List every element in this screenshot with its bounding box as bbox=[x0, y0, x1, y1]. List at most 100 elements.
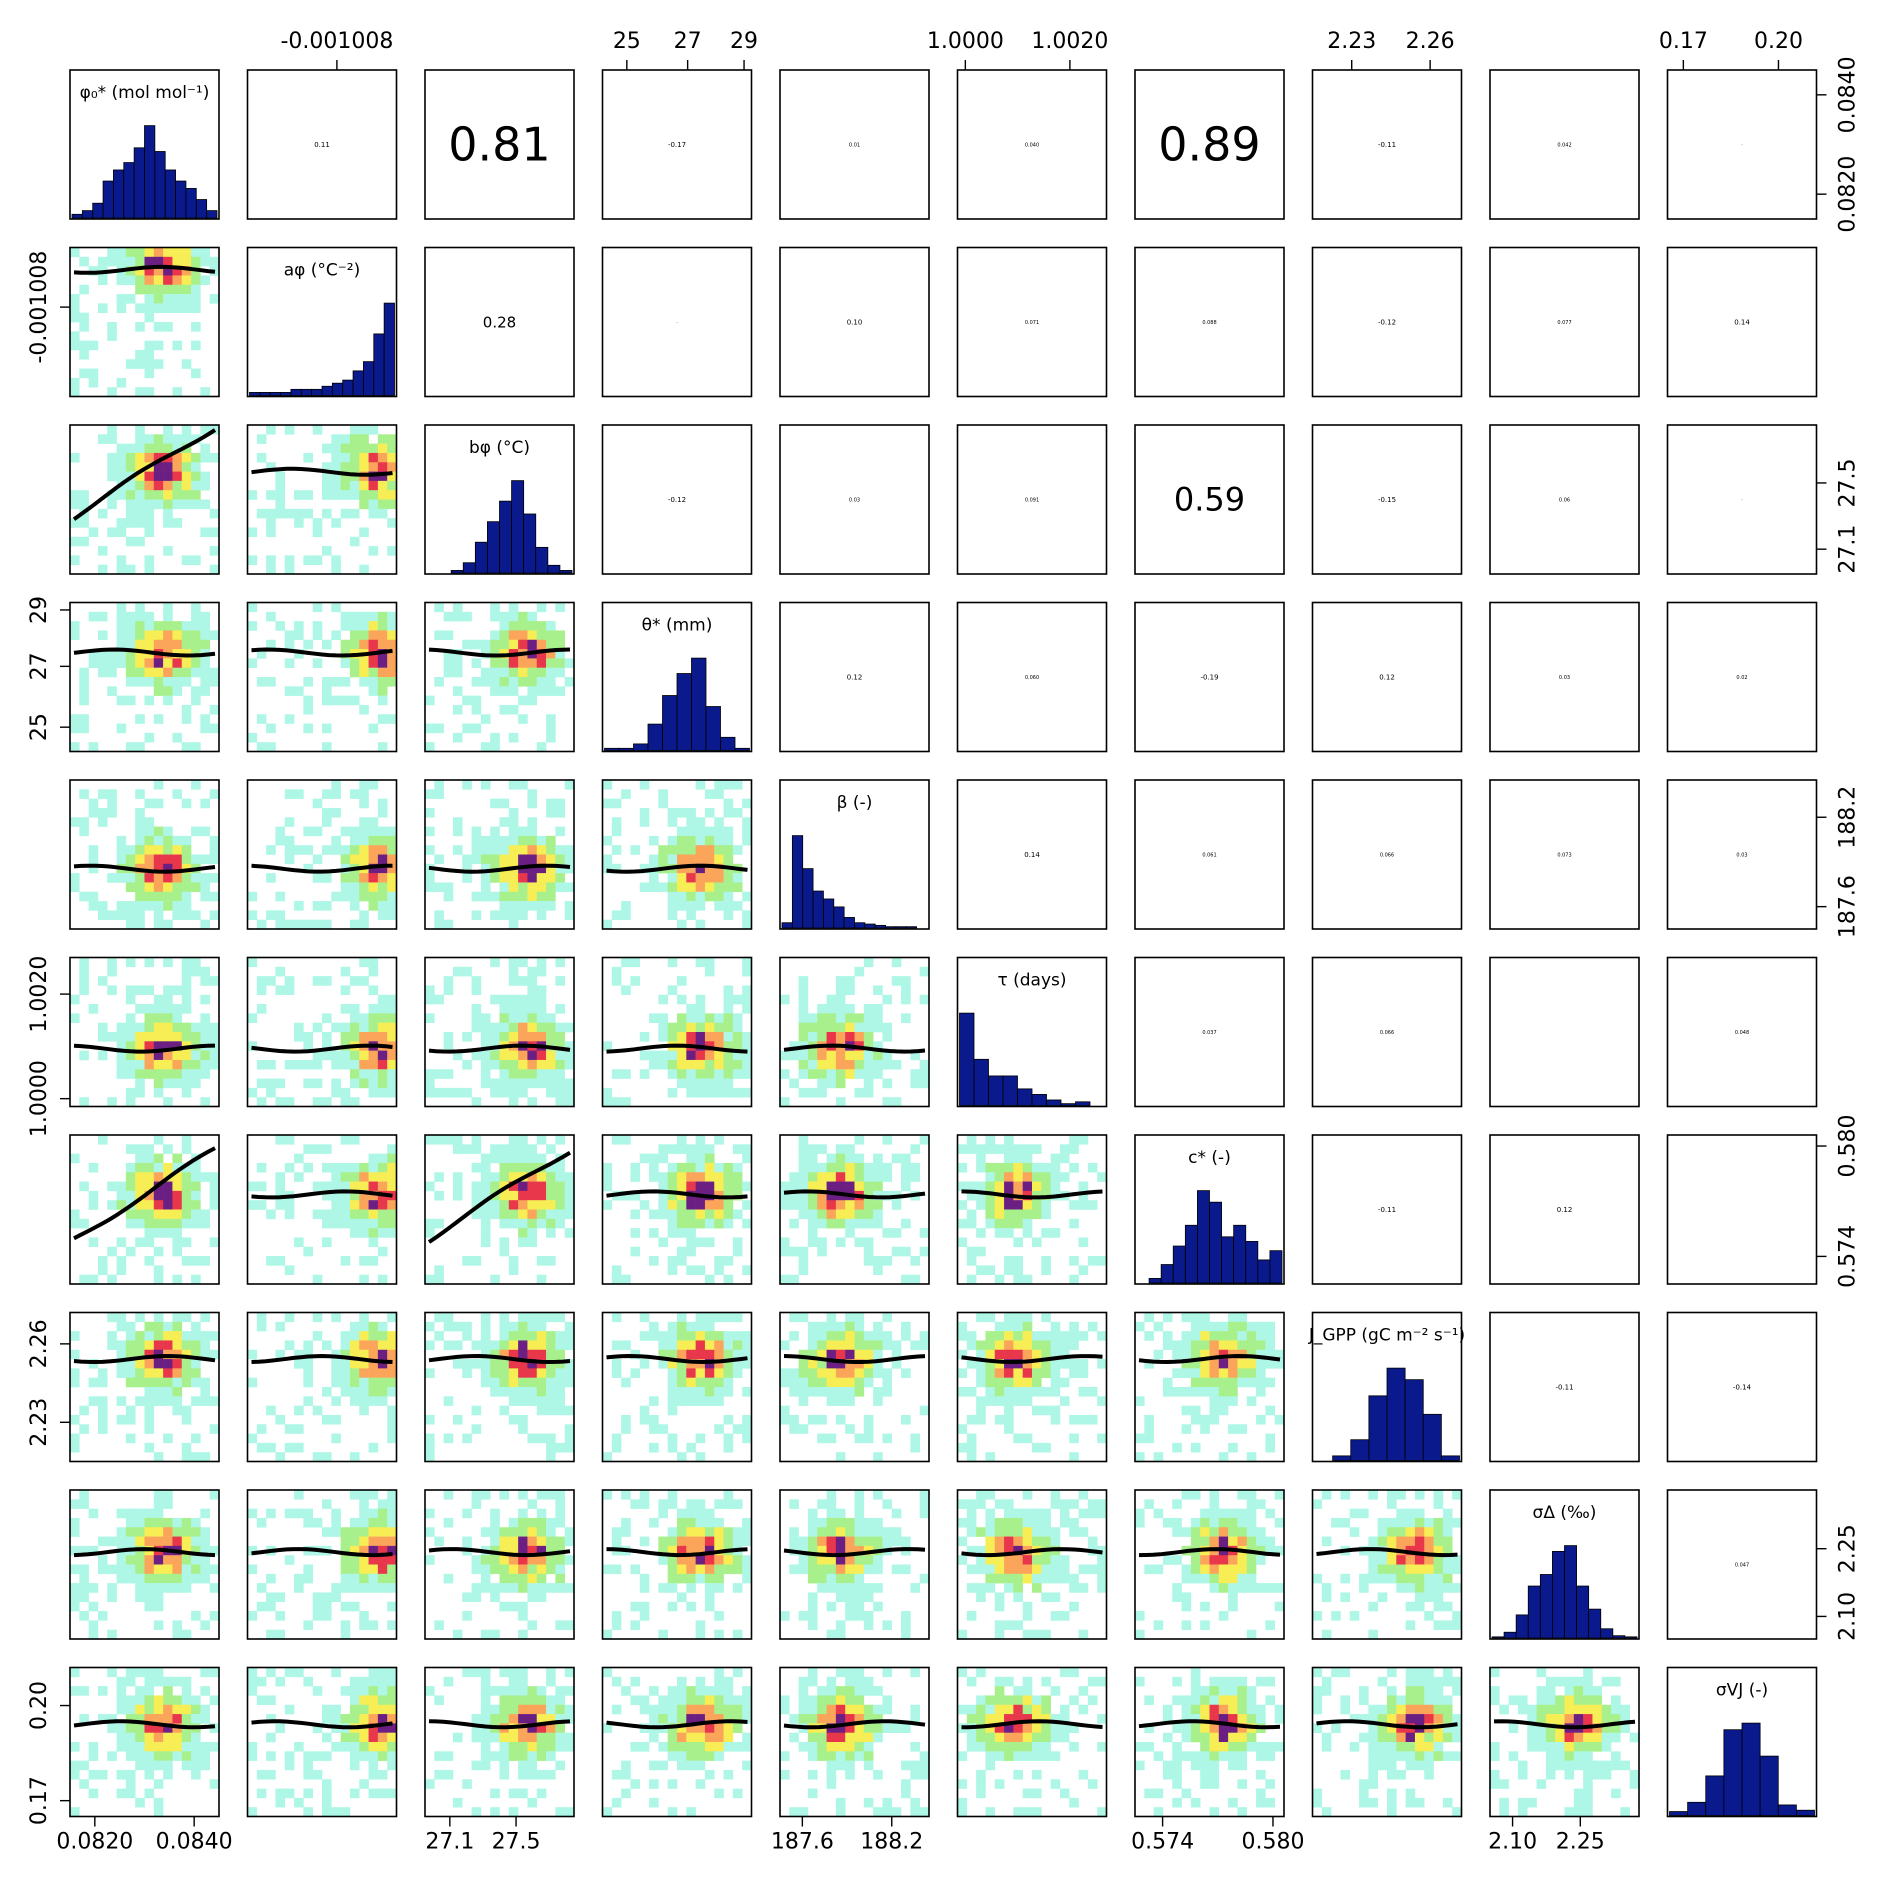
heat-cell bbox=[667, 985, 678, 996]
panel-r7-c7: c* (-) bbox=[1134, 1134, 1285, 1285]
heat-cell bbox=[125, 1676, 136, 1687]
heat-cell bbox=[368, 443, 379, 454]
heat-cell bbox=[70, 1209, 80, 1220]
panel-frame bbox=[779, 246, 930, 398]
heat-cell bbox=[1078, 1331, 1089, 1341]
heat-cell bbox=[1022, 1349, 1033, 1360]
heat-cell bbox=[79, 1218, 89, 1229]
heat-cell bbox=[312, 1312, 323, 1323]
heat-cell bbox=[312, 658, 323, 668]
heat-cell bbox=[527, 966, 538, 977]
heat-cell bbox=[153, 1162, 164, 1173]
heat-cell bbox=[107, 1583, 117, 1593]
heat-cell bbox=[499, 1340, 510, 1351]
heat-cell bbox=[368, 686, 379, 696]
heat-cell bbox=[490, 1274, 500, 1285]
heat-cell bbox=[172, 518, 183, 528]
heat-cell bbox=[649, 1153, 659, 1164]
heat-cell bbox=[891, 1508, 902, 1519]
heat-cell bbox=[359, 976, 369, 986]
heat-cell bbox=[349, 1218, 360, 1229]
heat-cell bbox=[536, 994, 547, 1005]
heat-cell bbox=[359, 873, 369, 883]
heat-cell bbox=[125, 1414, 136, 1425]
heat-cell bbox=[1396, 1490, 1406, 1500]
heat-cell bbox=[247, 957, 258, 968]
panel-frame bbox=[1134, 246, 1285, 398]
heat-cell bbox=[172, 1359, 183, 1369]
heat-cell bbox=[536, 686, 547, 696]
heat-cell bbox=[256, 1312, 267, 1323]
heat-cell bbox=[172, 1228, 183, 1238]
heat-cell bbox=[349, 452, 360, 463]
heat-cell bbox=[490, 826, 500, 837]
heat-cell bbox=[144, 1349, 155, 1360]
heat-cell bbox=[1321, 1629, 1332, 1640]
heat-cell bbox=[546, 1405, 556, 1416]
heat-cell bbox=[480, 677, 491, 687]
heat-cell bbox=[714, 845, 724, 855]
heat-cell bbox=[546, 667, 556, 678]
heat-cell bbox=[144, 1190, 155, 1201]
heat-cell bbox=[125, 1667, 136, 1678]
heat-cell bbox=[387, 1200, 397, 1210]
heat-cell bbox=[1246, 1359, 1257, 1369]
heat-cell bbox=[695, 835, 706, 846]
correlation-label: 0.066 bbox=[1380, 852, 1394, 858]
heat-cell bbox=[508, 658, 519, 668]
heat-cell bbox=[191, 1377, 201, 1388]
heat-cell bbox=[1041, 1555, 1051, 1565]
heat-cell bbox=[359, 1032, 369, 1042]
heat-cell bbox=[546, 658, 556, 668]
heat-cell bbox=[387, 835, 397, 846]
heat-cell bbox=[508, 1078, 519, 1089]
heat-cell bbox=[125, 1190, 136, 1201]
correlation-label: 0.28 bbox=[483, 313, 516, 331]
heat-cell bbox=[564, 1359, 575, 1369]
heat-cell bbox=[677, 891, 687, 902]
heat-cell bbox=[70, 1686, 80, 1696]
heat-cell bbox=[247, 490, 258, 500]
heat-cell bbox=[368, 1769, 379, 1780]
heat-cell bbox=[807, 1620, 818, 1630]
panel-frame bbox=[779, 601, 930, 753]
heat-cell bbox=[331, 1059, 341, 1070]
heat-cell bbox=[564, 1041, 575, 1051]
heat-cell bbox=[807, 1228, 818, 1238]
heat-cell bbox=[359, 1573, 369, 1584]
heat-cell bbox=[499, 1144, 510, 1154]
heat-cell bbox=[135, 256, 145, 267]
heat-cell bbox=[294, 1172, 304, 1182]
heat-cell bbox=[1237, 1312, 1248, 1323]
heat-cell bbox=[275, 1414, 286, 1425]
panel-frame bbox=[424, 1134, 575, 1285]
heat-cell bbox=[677, 1022, 687, 1033]
heat-cell bbox=[294, 630, 304, 641]
heat-cell bbox=[1041, 1331, 1051, 1341]
heat-cell bbox=[471, 1135, 482, 1145]
heat-cell bbox=[340, 1087, 351, 1098]
heat-cell bbox=[873, 1536, 883, 1547]
heat-cell bbox=[452, 1629, 463, 1640]
heat-cell bbox=[826, 1527, 837, 1537]
heat-cell bbox=[443, 882, 454, 893]
panel-frame bbox=[1311, 69, 1463, 220]
heat-cell bbox=[79, 695, 89, 706]
heat-cell bbox=[377, 630, 388, 641]
heat-cell bbox=[695, 1265, 706, 1275]
heat-cell bbox=[172, 1004, 183, 1014]
heat-cell bbox=[322, 873, 332, 883]
heat-cell bbox=[677, 1545, 687, 1556]
heat-cell bbox=[611, 1433, 622, 1444]
heat-cell bbox=[901, 985, 911, 996]
heat-cell bbox=[499, 1573, 510, 1584]
heat-cell bbox=[723, 901, 734, 911]
heat-cell bbox=[153, 1396, 164, 1406]
heat-cell bbox=[985, 1527, 996, 1537]
heat-cell bbox=[191, 1452, 201, 1462]
heat-cell bbox=[854, 1087, 865, 1098]
heat-cell bbox=[536, 639, 547, 650]
heat-cell bbox=[658, 1032, 668, 1042]
heat-cell bbox=[153, 1069, 164, 1079]
heat-cell bbox=[1097, 1555, 1107, 1565]
